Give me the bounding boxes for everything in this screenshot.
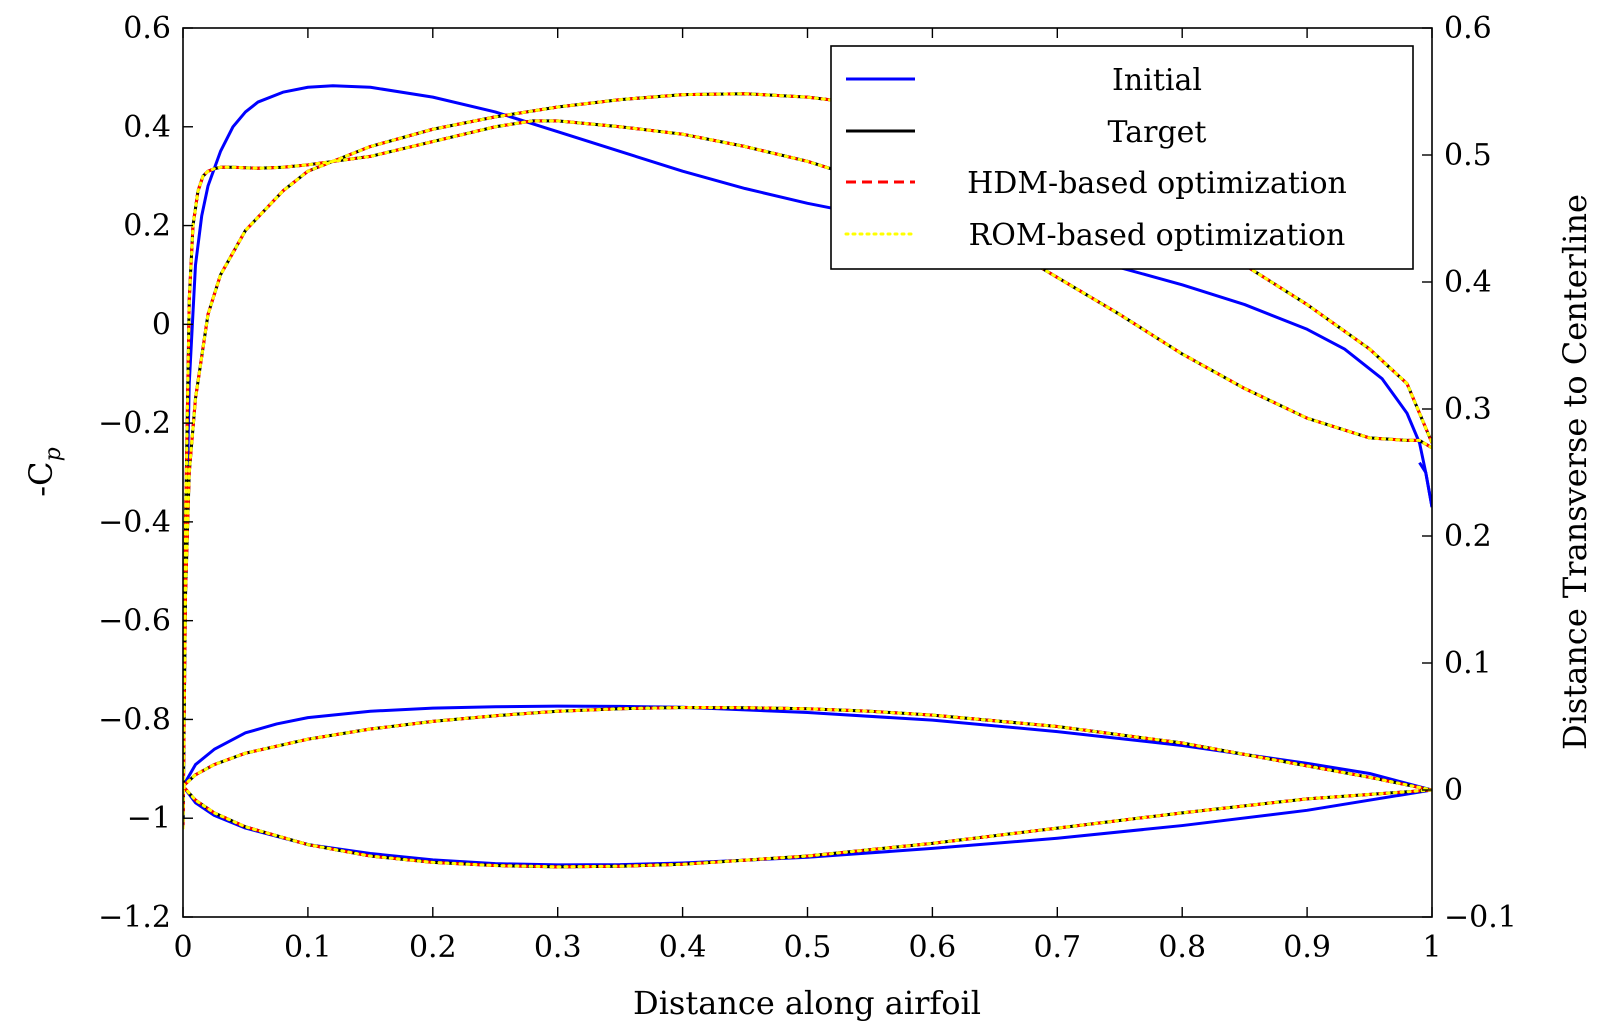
y-right-tick-label: 0.6 [1444,11,1492,46]
y-right-tick-label: 0.5 [1444,138,1492,173]
series-line-initial-pressure [183,84,1432,829]
x-tick-label: 0.7 [1033,930,1081,965]
legend-label-initial: Initial [1112,63,1202,98]
y-axis-left: −1.2 −1 −0.8 −0.6 −0.4 −0.2 0 0.2 0.4 0.6 [98,11,193,935]
y-left-tick-label: −0.2 [98,406,171,441]
x-tick-label: 0.3 [534,930,582,965]
y-axis-left-title-subscript: p [41,447,66,461]
x-axis: 0 0.1 0.2 0.3 0.4 0.5 0.6 0.7 0.8 0.9 1 [173,28,1442,965]
y-right-tick-label: 0.1 [1444,646,1492,681]
y-right-tick-label: 0.3 [1444,392,1492,427]
y-left-tick-label: 0.2 [123,209,171,244]
y-left-tick-label: 0 [152,307,171,342]
series-line-initial-airfoil-upper [183,704,1432,792]
series-line-rom-based-optimization-airfoil-lower [183,784,1432,869]
x-tick-label: 0.8 [1158,930,1206,965]
x-tick-label: 0.4 [659,930,707,965]
legend-label-rom: ROM-based optimization [969,218,1346,253]
y-right-tick-label: 0.4 [1444,265,1492,300]
y-left-tick-label: −0.6 [98,604,171,639]
y-left-tick-label: −0.4 [98,505,171,540]
x-tick-label: 1 [1422,930,1441,965]
y-right-tick-label: 0 [1444,773,1463,808]
y-right-tick-label: 0.2 [1444,519,1492,554]
legend-label-hdm: HDM-based optimization [967,166,1347,201]
series-line-initial-pressure-lower [1418,461,1432,508]
legend-label-target: Target [1108,115,1207,150]
series-line-target-airfoil-upper [183,705,1432,792]
y-left-tick-label: 0.6 [123,11,171,46]
y-axis-right: −0.1 0 0.1 0.2 0.3 0.4 0.5 0.6 [1422,11,1517,935]
series-line-hdm-based-optimization-airfoil-upper [183,705,1432,792]
x-tick-label: 0.6 [909,930,957,965]
x-tick-label: 0.1 [284,930,332,965]
x-tick-label: 0.2 [409,930,457,965]
x-tick-label: 0.5 [784,930,832,965]
y-axis-right-title: Distance Transverse to Centerline [1556,194,1594,750]
y-left-tick-label: −1 [127,801,171,836]
series-line-rom-based-optimization-airfoil-upper [183,705,1432,792]
y-axis-left-title: -Cp [22,447,66,496]
y-left-tick-label: −1.2 [98,900,171,935]
y-axis-left-title-main: -C [22,461,60,496]
legend: Initial Target HDM-based optimization RO… [830,45,1414,270]
y-left-tick-label: 0.4 [123,110,171,145]
series-line-initial-airfoil-lower [183,785,1432,867]
x-tick-label: 0 [173,930,192,965]
legend-box [830,45,1414,270]
series-line-rom-based-optimization-pressure [183,119,1432,830]
y-right-tick-label: −0.1 [1444,900,1517,935]
y-left-tick-label: −0.8 [98,702,171,737]
x-axis-title: Distance along airfoil [633,984,981,1022]
x-tick-label: 0.9 [1283,930,1331,965]
